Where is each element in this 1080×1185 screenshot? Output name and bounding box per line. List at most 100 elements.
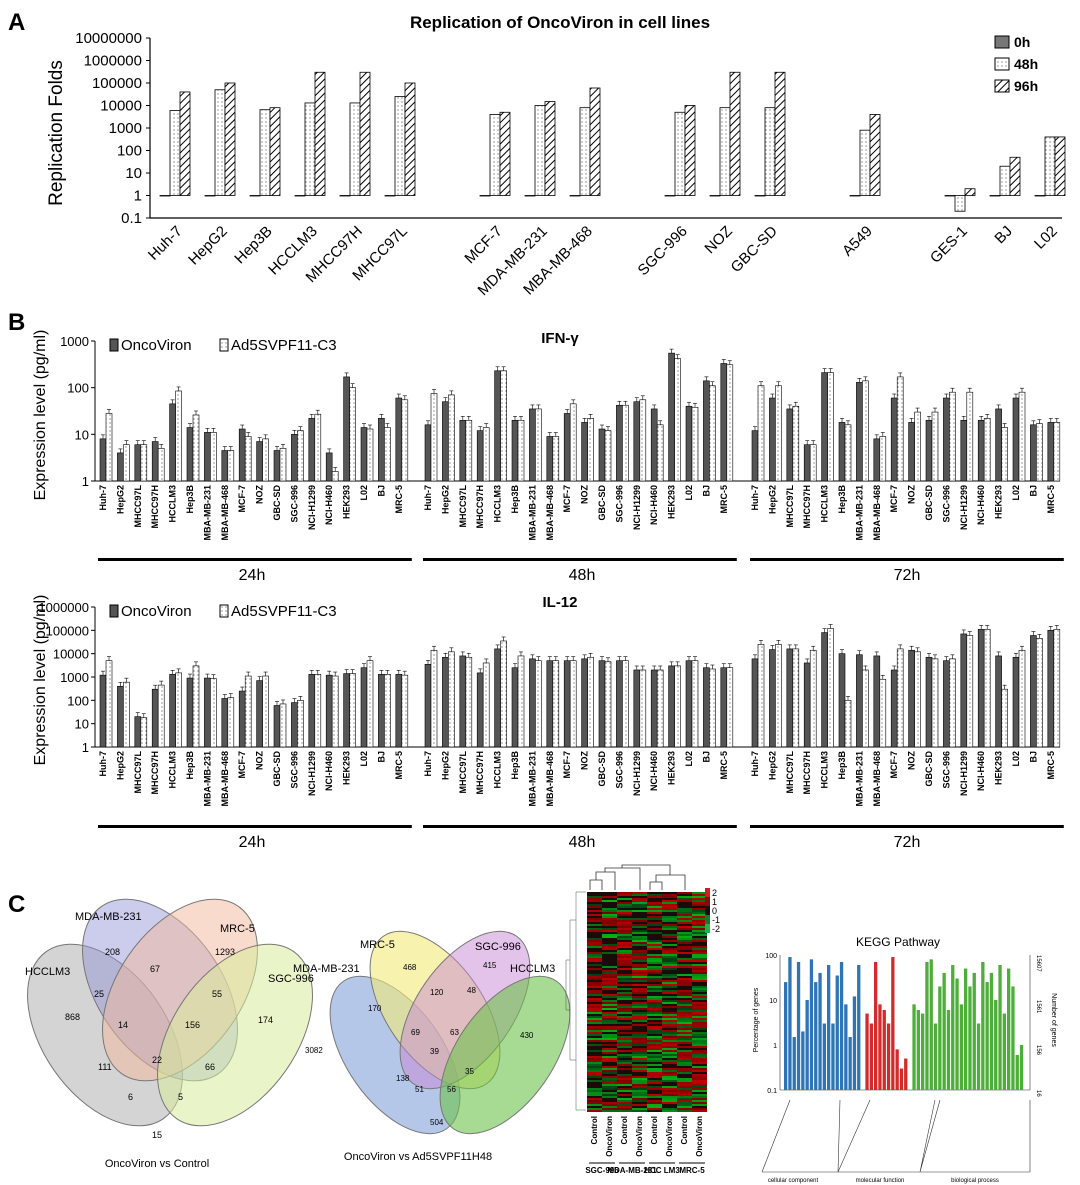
kegg-group-cc: cellular component bbox=[768, 1178, 819, 1184]
bar-0h bbox=[479, 195, 491, 197]
heatmap-cell bbox=[602, 1050, 617, 1052]
heatmap-cell bbox=[617, 1004, 632, 1006]
x-tick-label: NCI-H460 bbox=[976, 751, 986, 791]
heatmap-cell bbox=[647, 950, 662, 952]
heatmap-cell bbox=[587, 928, 602, 930]
heatmap-cell bbox=[677, 930, 692, 932]
x-tick-label: MHCC97L bbox=[133, 485, 143, 528]
x-tick-label: MCF-7 bbox=[889, 751, 899, 779]
heatmap-cell bbox=[647, 930, 662, 932]
heatmap-cell bbox=[632, 1066, 647, 1068]
heatmap-column-label: Control bbox=[590, 1116, 599, 1144]
heatmap-cell bbox=[677, 968, 692, 970]
heatmap-cell bbox=[617, 1100, 632, 1102]
heatmap-cell bbox=[692, 924, 707, 926]
heatmap-cell bbox=[587, 940, 602, 942]
heatmap-cell bbox=[662, 980, 677, 982]
heatmap-cell bbox=[602, 1020, 617, 1022]
heatmap-cell bbox=[647, 944, 662, 946]
x-tick-label: MHCC97L bbox=[458, 485, 468, 528]
heatmap-cell bbox=[647, 1094, 662, 1096]
heatmap-cell bbox=[662, 1014, 677, 1016]
bar-oncoviron bbox=[204, 677, 211, 748]
venn1-n13: 6 bbox=[128, 1092, 133, 1102]
bar-48h bbox=[1044, 136, 1056, 196]
heatmap-cell bbox=[692, 1070, 707, 1072]
bar-0h bbox=[384, 195, 396, 197]
x-tick-label: GBC-SD bbox=[272, 485, 282, 521]
bar-ad5svpf11-c3 bbox=[535, 660, 542, 748]
bar-ad5svpf11-c3 bbox=[879, 678, 887, 748]
heatmap-cell bbox=[662, 992, 677, 994]
heatmap-cell bbox=[587, 954, 602, 956]
heatmap-cell bbox=[587, 930, 602, 932]
kegg-bar-1 bbox=[865, 1013, 869, 1090]
heatmap-cell bbox=[677, 1012, 692, 1014]
bar-ad5svpf11-c3 bbox=[331, 675, 339, 748]
heatmap-cell bbox=[662, 956, 677, 958]
heatmap-cell bbox=[662, 1104, 677, 1106]
heatmap-cell bbox=[632, 910, 647, 912]
heatmap-cell bbox=[632, 1056, 647, 1058]
heatmap-cell bbox=[587, 898, 602, 900]
heatmap-cell bbox=[647, 1018, 662, 1020]
heatmap-cell bbox=[587, 1012, 602, 1014]
x-tick-label: HepG2 bbox=[767, 485, 777, 514]
heatmap-cell bbox=[647, 926, 662, 928]
bar-ad5svpf11-c3 bbox=[244, 436, 252, 482]
kegg-y2-tick-label: 156 bbox=[1035, 1045, 1041, 1056]
bar-96h bbox=[869, 114, 881, 196]
heatmap-cell bbox=[617, 1046, 632, 1048]
heatmap-cell bbox=[677, 1032, 692, 1034]
heatmap-cell bbox=[602, 976, 617, 978]
heatmap-cell bbox=[587, 952, 602, 954]
heatmap-cell bbox=[677, 1082, 692, 1084]
bar-oncoviron bbox=[769, 397, 776, 482]
heatmap-cell bbox=[602, 960, 617, 962]
heatmap-cell bbox=[617, 932, 632, 934]
heatmap-cell bbox=[677, 1076, 692, 1078]
y-tick-label: 100 bbox=[67, 381, 89, 396]
heatmap-cell bbox=[632, 1084, 647, 1086]
heatmap-column-label: Control bbox=[680, 1116, 689, 1144]
heatmap-cell bbox=[587, 958, 602, 960]
heatmap-cell bbox=[692, 1040, 707, 1042]
heatmap-cell bbox=[602, 1084, 617, 1086]
heatmap-cell bbox=[692, 966, 707, 968]
heatmap-cell bbox=[662, 986, 677, 988]
heatmap-cell bbox=[662, 1044, 677, 1046]
heatmap-cell bbox=[617, 974, 632, 976]
legend-label-oncoviron: OncoViron bbox=[121, 337, 192, 354]
heatmap-cell bbox=[617, 946, 632, 948]
heatmap-cell bbox=[662, 906, 677, 908]
heatmap-cell bbox=[662, 1012, 677, 1014]
heatmap-cell bbox=[602, 1046, 617, 1048]
heatmap-cell bbox=[602, 1054, 617, 1056]
x-tick-label: HepG2 bbox=[440, 751, 450, 780]
venn2-n8: 69 bbox=[411, 1028, 420, 1037]
heatmap-cell bbox=[602, 1024, 617, 1026]
heatmap-cell bbox=[647, 896, 662, 898]
heatmap-cell bbox=[662, 896, 677, 898]
bar-0h bbox=[249, 195, 261, 197]
bar-oncoviron bbox=[616, 404, 623, 482]
heatmap-cell bbox=[647, 1106, 662, 1108]
heatmap-cell bbox=[692, 1064, 707, 1066]
heatmap-cell bbox=[602, 954, 617, 956]
heatmap-cell bbox=[587, 988, 602, 990]
bar-96h bbox=[774, 71, 786, 196]
heatmap-cell bbox=[647, 1036, 662, 1038]
heatmap-cell bbox=[632, 972, 647, 974]
heatmap-cell bbox=[647, 1044, 662, 1046]
heatmap-cell bbox=[632, 946, 647, 948]
heatmap-cell bbox=[662, 952, 677, 954]
bar-48h bbox=[304, 102, 316, 196]
heatmap-cell bbox=[692, 952, 707, 954]
bar-ad5svpf11-c3 bbox=[809, 649, 817, 748]
legend-label-48h: 48h bbox=[1014, 56, 1038, 72]
bar-oncoviron bbox=[769, 649, 776, 748]
heatmap-cell bbox=[662, 1106, 677, 1108]
bar-oncoviron bbox=[668, 665, 675, 748]
x-tick-label: MBA-MB-468 bbox=[872, 751, 882, 807]
heatmap-cell bbox=[602, 1056, 617, 1058]
